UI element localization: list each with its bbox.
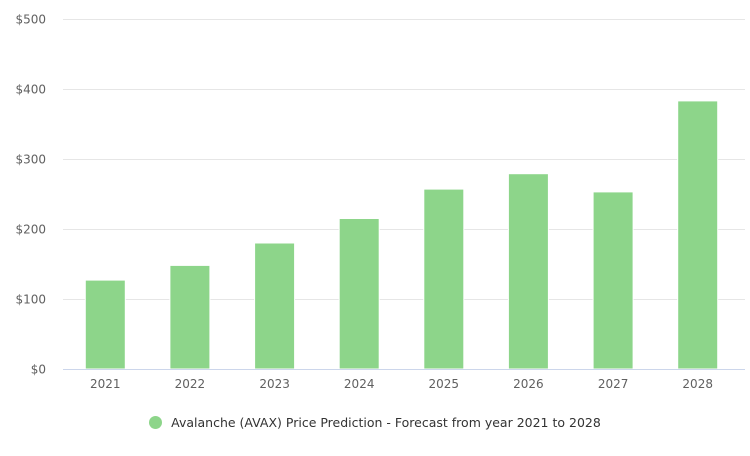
legend: Avalanche (AVAX) Price Prediction - Fore…: [0, 410, 750, 434]
legend-label: Avalanche (AVAX) Price Prediction - Fore…: [171, 414, 601, 430]
bars: [84, 100, 719, 370]
x-tick-label: 2025: [429, 377, 460, 391]
y-axis: $0 $100 $200 $300 $400 $500: [15, 13, 46, 377]
bar-2025[interactable]: [423, 188, 465, 370]
x-tick-label: 2028: [682, 377, 713, 391]
x-tick-label: 2026: [513, 377, 544, 391]
x-axis: 2021 2022 2023 2024 2025 2026 2027 2028: [90, 377, 713, 391]
bar-2026[interactable]: [507, 173, 549, 370]
y-tick-label: $100: [15, 293, 46, 307]
x-tick-label: 2024: [344, 377, 375, 391]
bar-2021[interactable]: [84, 279, 126, 370]
bar-2024[interactable]: [338, 218, 380, 370]
y-tick-label: $400: [15, 83, 46, 97]
bar-2023[interactable]: [254, 242, 296, 370]
bar-chart: $0$100$200$300$400$500 2021 2022 2023 2024 2…: [15, 13, 745, 391]
bar-2027[interactable]: [592, 191, 634, 370]
x-tick-label: 2027: [598, 377, 629, 391]
y-tick-label: $500: [15, 13, 46, 27]
bar-2028[interactable]: [677, 100, 719, 370]
y-tick-label: $0: [31, 363, 46, 377]
x-tick-label: 2022: [175, 377, 206, 391]
y-tick-label: $300: [15, 153, 46, 167]
x-tick-label: 2023: [259, 377, 290, 391]
bar-2022[interactable]: [169, 264, 211, 370]
legend-marker-icon: [149, 415, 163, 429]
x-tick-label: 2021: [90, 377, 121, 391]
legend-item-avax[interactable]: Avalanche (AVAX) Price Prediction - Fore…: [149, 415, 601, 430]
y-tick-label: $200: [15, 223, 46, 237]
gridlines: [63, 19, 745, 300]
